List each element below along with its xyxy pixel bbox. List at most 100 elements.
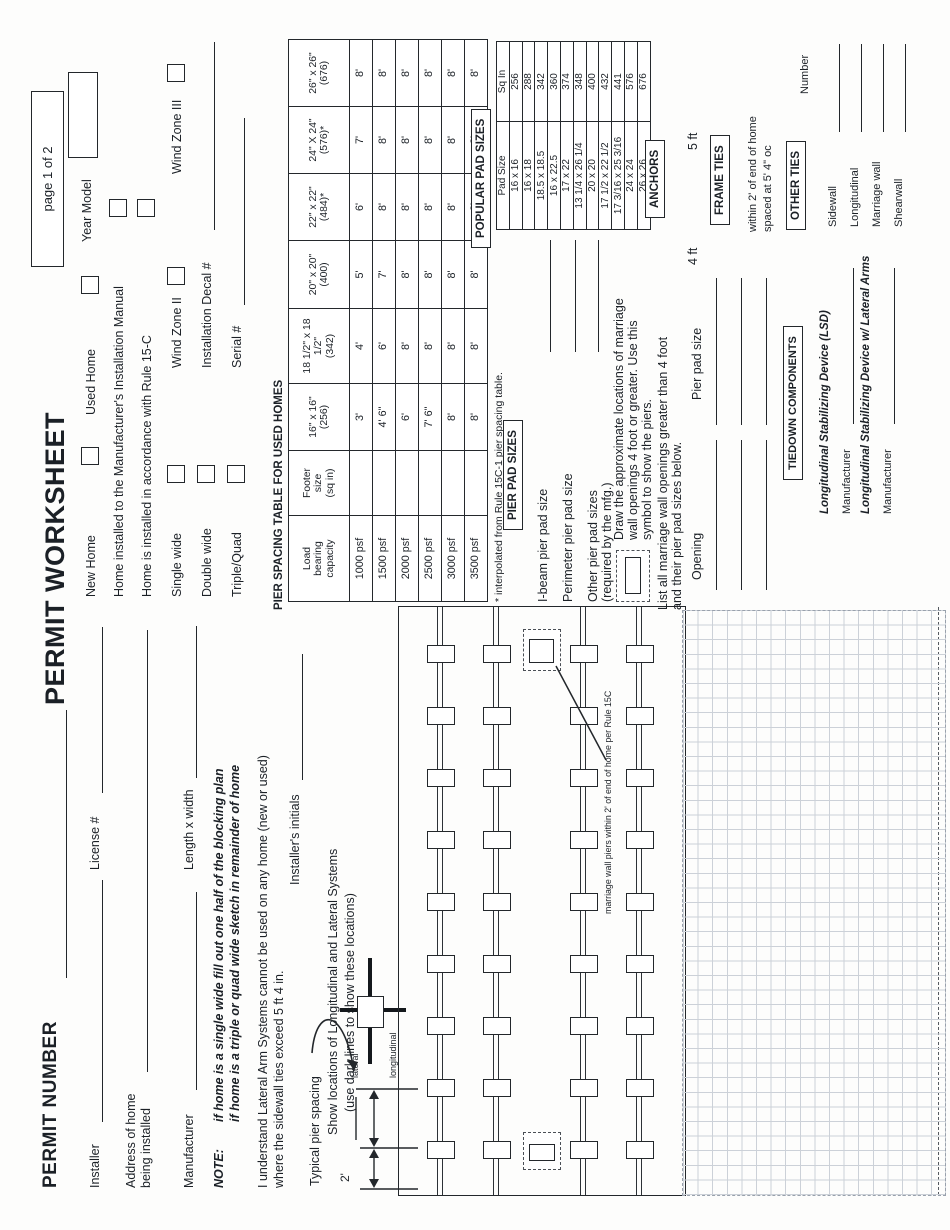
installers-initials-blank[interactable] — [302, 654, 303, 780]
rule-15c-label: Home is installed in accordance with Rul… — [140, 335, 154, 597]
pier-table-value-cell: 6' — [349, 173, 373, 241]
page-title: PERMIT WORKSHEET — [40, 411, 70, 705]
sketch-grid-area[interactable] — [682, 610, 946, 1196]
pier-table-value-cell: 8' — [464, 240, 488, 309]
pier — [483, 831, 511, 849]
other-ties-number-blank[interactable] — [883, 44, 884, 132]
length-width-blank[interactable] — [196, 626, 197, 778]
manual-label: Home installed to the Manufacturer's Ins… — [112, 286, 126, 597]
popular-table-cell: 374 — [560, 41, 574, 122]
other-ties-item-marriage-wall: Marriage wall — [871, 161, 883, 227]
lsd-manufacturer-label: Manufacturer — [841, 449, 853, 514]
opening-list-blank[interactable] — [716, 440, 717, 590]
lsd-arms-manufacturer-label: Manufacturer — [882, 449, 894, 514]
popular-table-header-cell: Sq In — [496, 41, 510, 122]
lsd-manufacturer-blank[interactable] — [853, 268, 854, 424]
popular-table-cell: 348 — [573, 41, 587, 122]
new-home-checkbox[interactable] — [81, 447, 99, 465]
manufacturer-blank[interactable] — [196, 892, 197, 1090]
marriage-pier-symbol-pad — [625, 557, 641, 594]
popular-table-cell: 17 x 22 — [560, 121, 574, 230]
popular-table-cell: 576 — [624, 41, 638, 122]
rule-15c-checkbox[interactable] — [137, 199, 155, 217]
page-number-box: page 1 of 2 — [31, 91, 64, 267]
used-home-checkbox[interactable] — [81, 276, 99, 294]
used-home-label: Used Home — [84, 349, 98, 415]
popular-table-cell: 288 — [522, 41, 535, 122]
triple-quad-checkbox[interactable] — [227, 465, 245, 483]
pier — [570, 1079, 598, 1097]
pier-table-value-cell: 5' — [349, 240, 373, 309]
installation-decal-label: Installation Decal # — [200, 262, 214, 368]
permit-number-blank[interactable] — [66, 710, 67, 978]
wind-zone-2-checkbox[interactable] — [167, 267, 185, 285]
pier-table-header-cell: Footer size (sq in) — [288, 450, 350, 516]
frame-ties-header: FRAME TIES — [710, 135, 730, 225]
wind-zone-3-checkbox[interactable] — [167, 64, 185, 82]
pier-table-value-cell: 7' 6" — [418, 383, 442, 451]
popular-table-header-cell: Pad Size — [496, 121, 510, 230]
popular-table-cell: 256 — [509, 41, 523, 122]
number-column-label: Number — [799, 54, 811, 94]
popular-table-cell: 441 — [611, 41, 625, 122]
pier-table-value-cell: 6' — [372, 308, 396, 384]
marriage-wall-pier-left-pad — [529, 1144, 555, 1161]
installer-blank[interactable] — [102, 880, 103, 1122]
pier — [626, 893, 654, 911]
pier — [483, 1141, 511, 1159]
ibeam-pad-blank[interactable] — [550, 240, 551, 352]
serial-label: Serial # — [230, 325, 244, 368]
draw-marriage-line1: Draw the approximate locations of marria… — [612, 298, 626, 540]
popular-table-cell: 342 — [534, 41, 548, 122]
address-blank[interactable] — [147, 630, 148, 1072]
installers-initials-label: Installer's initials — [288, 794, 302, 885]
pier-table-value-cell: 8' — [395, 106, 419, 174]
pier-table-header-cell: 26" x 26" (676) — [288, 39, 350, 107]
pier-table-value-cell: 8' — [418, 240, 442, 309]
popular-table-cell: 18.5 x 18.5 — [534, 121, 548, 230]
pier-table-value-cell: 7' — [372, 240, 396, 309]
tiedown-components-header: TIEDOWN COMPONENTS — [783, 326, 803, 480]
serial-blank[interactable] — [244, 118, 245, 305]
installation-decal-blank[interactable] — [214, 42, 215, 230]
double-wide-checkbox[interactable] — [197, 465, 215, 483]
pier-spacing-dimension-graphic — [311, 1019, 418, 1190]
pier — [427, 893, 455, 911]
other-ties-item-sidewall: Sidewall — [827, 186, 839, 227]
other-ties-number-blank[interactable] — [839, 44, 840, 132]
other-ties-number-blank[interactable] — [861, 44, 862, 132]
pier — [483, 1017, 511, 1035]
note-line2: if home is a triple or quad wide sketch … — [228, 764, 242, 1122]
year-model-box[interactable] — [68, 72, 98, 158]
other-pads-blank[interactable] — [598, 240, 599, 352]
opening-list-blank[interactable] — [741, 440, 742, 590]
lsd-arms-label: Longitudinal Stabilizing Device w/ Later… — [860, 255, 872, 514]
opening-list-blank[interactable] — [741, 278, 742, 425]
other-ties-item-shearwall: Shearwall — [893, 178, 905, 227]
pier — [570, 831, 598, 849]
single-wide-checkbox[interactable] — [167, 465, 185, 483]
pier — [626, 769, 654, 787]
pier-table-value-cell: 7' — [349, 106, 373, 174]
pier — [427, 1141, 455, 1159]
manual-checkbox[interactable] — [109, 199, 127, 217]
opening-list-blank[interactable] — [766, 440, 767, 590]
frame-ties-line1: within 2' of end of home — [747, 116, 759, 232]
lsd-arms-manufacturer-blank[interactable] — [894, 268, 895, 424]
opening-list-blank[interactable] — [766, 278, 767, 425]
opening-list-blank[interactable] — [716, 278, 717, 425]
pier — [626, 831, 654, 849]
license-blank[interactable] — [102, 627, 103, 793]
pier-table-value-cell: 8' — [395, 39, 419, 107]
pier-table-header-cell: Load bearing capacity — [288, 515, 350, 602]
pier — [626, 707, 654, 725]
opening-column-label: Opening — [690, 532, 704, 580]
understand-line2: where the sidewall ties exceed 5 ft 4 in… — [272, 970, 286, 1188]
popular-table-cell: 400 — [586, 41, 599, 122]
pier-table-footer-cell — [372, 450, 396, 516]
perimeter-pad-blank[interactable] — [575, 240, 576, 352]
manufacturer-label: Manufacturer — [182, 1114, 196, 1188]
other-ties-number-blank[interactable] — [905, 44, 906, 132]
blocking-plan-diagram[interactable] — [398, 606, 939, 1196]
